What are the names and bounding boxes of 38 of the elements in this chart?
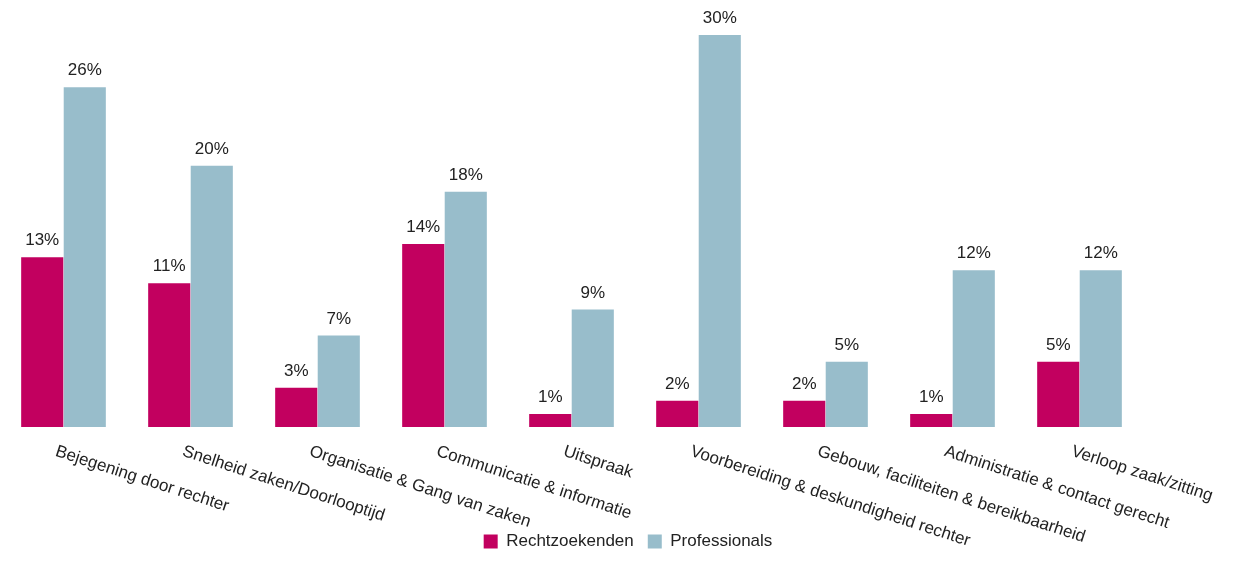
data-label: 12% [956, 243, 991, 263]
bar [148, 283, 191, 427]
bar [952, 270, 995, 427]
data-label: 7% [326, 308, 352, 328]
data-label: 18% [448, 164, 483, 184]
bar [783, 400, 826, 427]
bar [571, 309, 614, 427]
data-label: 26% [67, 60, 102, 80]
data-label: 11% [152, 256, 186, 276]
data-label: 1% [537, 387, 563, 407]
legend-label: Professionals [670, 531, 773, 551]
bar [529, 413, 572, 427]
legend-label: Rechtzoekenden [506, 531, 634, 551]
bar [1037, 361, 1080, 427]
bar [402, 244, 445, 427]
data-label: 20% [194, 138, 229, 158]
bar [1079, 270, 1122, 427]
bar [656, 400, 699, 427]
data-label: 3% [283, 360, 309, 380]
bar [444, 191, 487, 427]
data-label: 2% [664, 374, 690, 394]
bar [825, 361, 868, 427]
bar [21, 257, 64, 427]
data-label: 2% [791, 374, 817, 394]
bar [910, 413, 953, 427]
data-label: 14% [406, 217, 441, 237]
data-label: 1% [918, 387, 944, 407]
bar [698, 35, 741, 427]
data-label: 30% [702, 8, 737, 28]
data-label: 5% [1045, 334, 1071, 354]
data-label: 9% [580, 282, 606, 302]
bar [190, 165, 233, 427]
bar [275, 387, 318, 427]
bar [63, 87, 106, 427]
data-label: 5% [834, 334, 860, 354]
data-label: 13% [25, 230, 60, 250]
bar [317, 335, 360, 427]
data-label: 12% [1083, 243, 1118, 263]
